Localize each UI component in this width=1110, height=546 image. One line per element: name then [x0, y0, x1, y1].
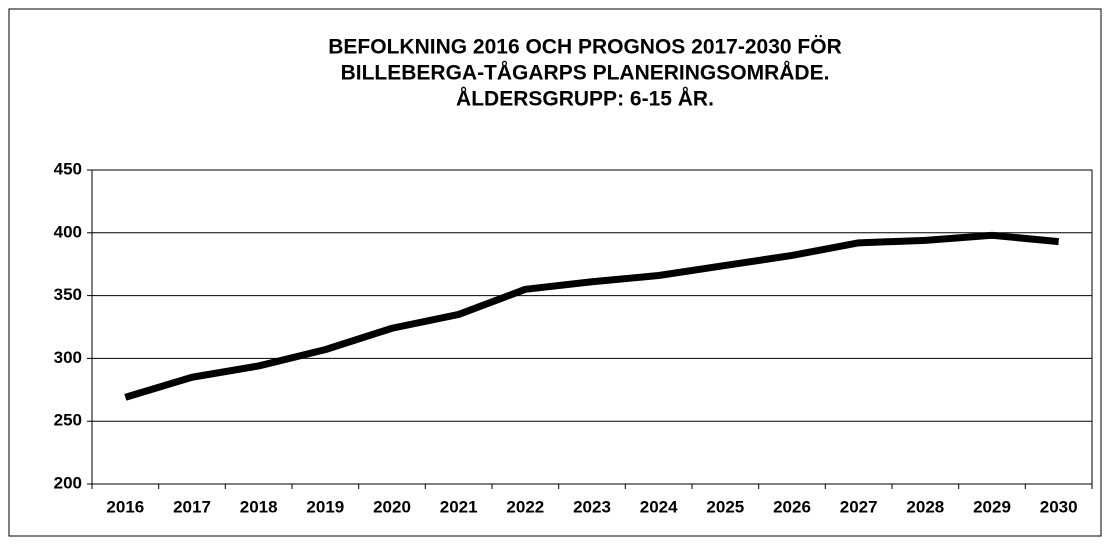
- x-tick-label: 2019: [306, 497, 344, 516]
- x-tick-label: 2029: [973, 497, 1011, 516]
- chart-title: BEFOLKNING 2016 OCH PROGNOS 2017-2030 FÖ…: [328, 36, 842, 59]
- x-tick-label: 2020: [373, 497, 411, 516]
- x-tick-label: 2023: [573, 497, 611, 516]
- y-tick-label: 250: [54, 411, 82, 430]
- x-tick-label: 2017: [173, 497, 211, 516]
- x-tick-label: 2018: [240, 497, 278, 516]
- line-series: [124, 231, 1059, 401]
- x-tick-label: 2024: [640, 497, 678, 516]
- chart-title: ÅLDERSGRUPP: 6-15 ÅR.: [456, 87, 714, 111]
- y-tick-label: 400: [54, 222, 82, 241]
- x-tick-label: 2025: [706, 497, 744, 516]
- x-tick-label: 2026: [773, 497, 811, 516]
- x-tick-label: 2027: [840, 497, 878, 516]
- y-tick-label: 350: [54, 285, 82, 304]
- plot-area: [91, 169, 1093, 485]
- y-tick-label: 200: [54, 473, 82, 492]
- x-tick-label: 2016: [106, 497, 144, 516]
- x-tick-label: 2022: [506, 497, 544, 516]
- x-tick-label: 2030: [1040, 497, 1078, 516]
- y-tick-label: 300: [54, 348, 82, 367]
- chart-frame: [8, 8, 1102, 537]
- x-tick-label: 2028: [906, 497, 944, 516]
- x-tick-label: 2021: [440, 497, 478, 516]
- chart-title: BILLEBERGA-TÅGARPS PLANERINGSOMRÅDE.: [341, 61, 830, 85]
- y-tick-label: 450: [54, 159, 82, 178]
